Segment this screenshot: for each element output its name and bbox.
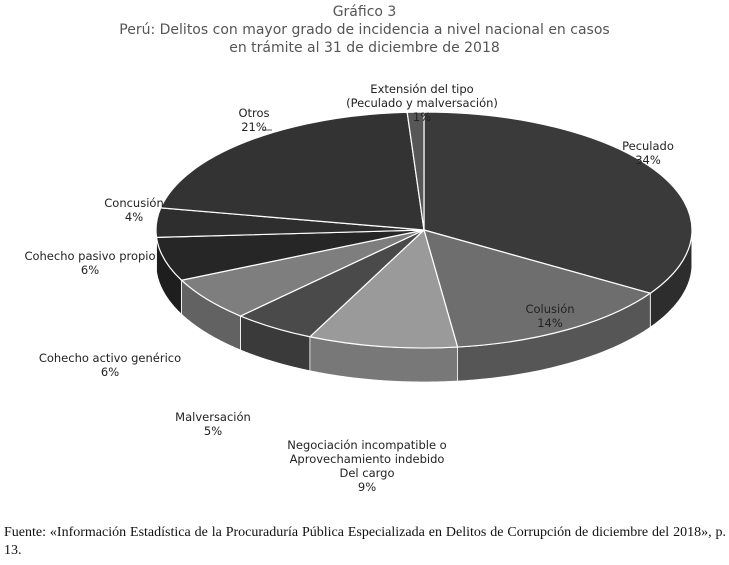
slice-percent: 9% [358, 480, 376, 494]
slice-percent: 34% [635, 153, 661, 167]
chart-title-line-1: Perú: Delitos con mayor grado de inciden… [119, 22, 610, 38]
slice-label-text: Extensión del tipo [370, 82, 473, 96]
slice-percent: 21% [241, 120, 267, 134]
pie-slice-7 [159, 111, 425, 231]
slice-label-text: Colusión [525, 302, 574, 316]
pie-slice-0 [423, 111, 693, 294]
slice-label-text: (Peculado y malversación) [346, 96, 498, 110]
slice-percent: 1% [413, 110, 431, 124]
slice-percent: 14% [537, 316, 563, 330]
slice-label-text: Negociación incompatible o [287, 438, 446, 452]
slice-label-text: Cohecho pasivo propio [24, 249, 155, 263]
pie-top [155, 111, 693, 349]
slice-label-text: Malversación [175, 410, 251, 424]
pie-slice-8 [406, 111, 425, 231]
figure-number: Gráfico 3 [332, 4, 397, 20]
chart-title-line-2: en trámite al 31 de diciembre de 2018 [229, 40, 500, 56]
source-note: Fuente: «Información Estadística de la P… [4, 525, 726, 558]
slice-percent: 6% [81, 263, 99, 277]
slice-percent: 5% [204, 424, 222, 438]
slice-label-text: Otros [238, 106, 269, 120]
slice-percent: 6% [101, 365, 119, 379]
slice-label-2: Negociación incompatible oAprovechamient… [287, 438, 446, 494]
slice-label-text: Aprovechamiento indebido [290, 452, 445, 466]
slice-label-text: Concusión [104, 196, 163, 210]
slice-percent: 4% [125, 210, 143, 224]
pie-slice-2 [308, 228, 459, 349]
slice-label-text: Del cargo [339, 466, 394, 480]
pie-slice-1 [423, 229, 652, 348]
slice-label-8: Extensión del tipo(Peculado y malversaci… [346, 82, 498, 124]
slice-label-text: Cohecho activo genérico [39, 351, 181, 365]
slice-label-text: Peculado [622, 139, 674, 153]
